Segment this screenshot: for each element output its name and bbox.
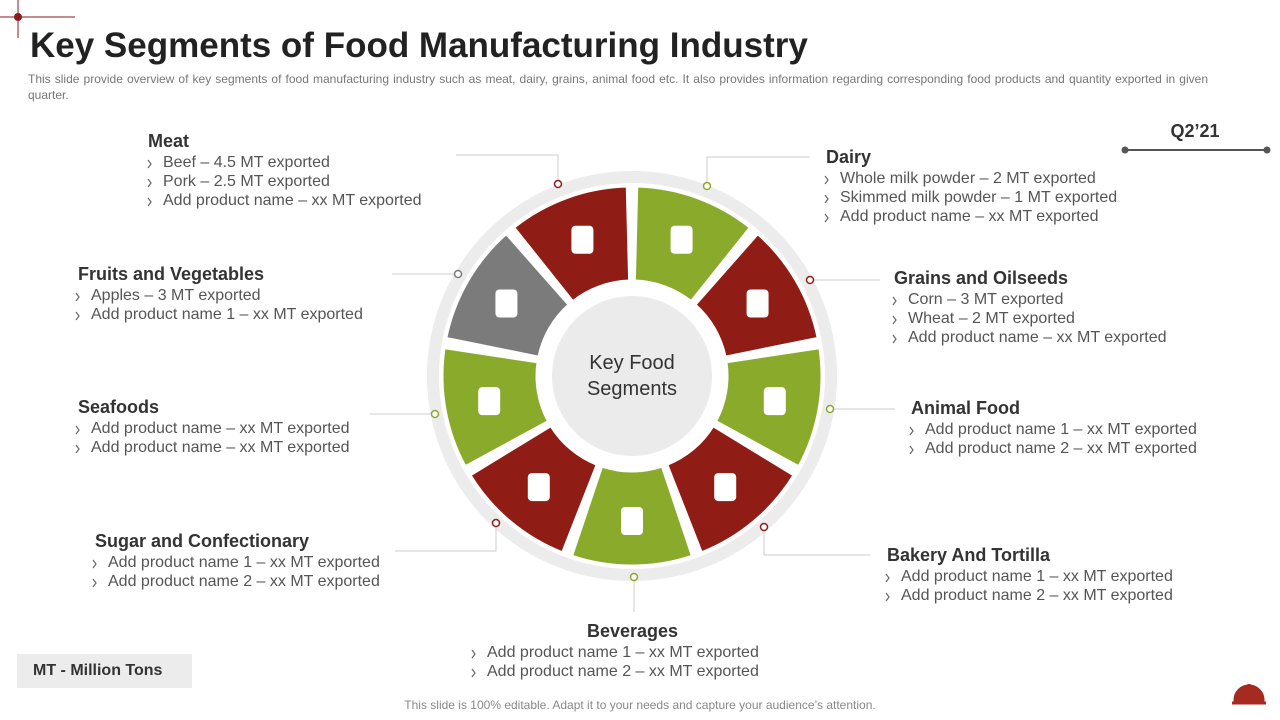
bullet	[909, 426, 914, 436]
segment-icon	[478, 387, 501, 416]
connector	[395, 523, 497, 552]
bullet	[92, 559, 97, 569]
connector-dot	[553, 179, 563, 189]
segment-name: Fruits and Vegetables	[78, 264, 265, 284]
legend-note: MT - Million Tons	[17, 654, 192, 688]
bullet	[471, 649, 476, 659]
segment-icon	[495, 289, 518, 318]
segment-item: Pork – 2.5 MT exported	[163, 173, 330, 190]
connector-dot	[453, 269, 463, 279]
connector	[456, 154, 559, 184]
bullet	[147, 159, 152, 169]
footer-note: This slide is 100% editable. Adapt it to…	[404, 698, 876, 712]
bullet	[824, 194, 829, 204]
segment-item: Add product name – xx MT exported	[91, 420, 350, 437]
connector-dot	[629, 572, 639, 582]
connector-dot	[491, 518, 501, 528]
title: Key Segments of Food Manufacturing Indus…	[30, 26, 808, 65]
quarter-dot	[1121, 146, 1129, 154]
bullet	[147, 178, 152, 188]
connector-dot	[759, 522, 769, 532]
quarter: Q2’21	[1170, 121, 1220, 141]
segment-item: Add product name 1 – xx MT exported	[91, 306, 363, 323]
bullet	[892, 334, 897, 344]
quarter-dot	[1263, 146, 1271, 154]
subtitle: This slide provide overview of key segme…	[28, 72, 1208, 102]
bullet	[471, 668, 476, 678]
segment-item: Add product name 1 – xx MT exported	[925, 421, 1197, 438]
bullet	[75, 444, 80, 454]
bullet	[885, 573, 890, 583]
segment-name: Seafoods	[78, 397, 160, 417]
connector	[706, 156, 810, 186]
segment-name: Dairy	[826, 147, 872, 167]
corner-dot	[14, 13, 22, 21]
segment-item: Add product name 1 – xx MT exported	[487, 644, 759, 661]
bullet	[892, 315, 897, 325]
connector-dot	[702, 181, 712, 191]
bullet	[75, 292, 80, 302]
segment-item: Add product name 2 – xx MT exported	[108, 573, 380, 590]
segment-icon	[527, 473, 550, 502]
segment-item: Add product name 2 – xx MT exported	[901, 587, 1173, 604]
bullet	[824, 175, 829, 185]
center-label: Key Food Segments	[586, 352, 678, 400]
logo	[1232, 684, 1266, 705]
bullet	[92, 578, 97, 588]
connector	[763, 527, 870, 556]
bullet	[75, 425, 80, 435]
segment-item: Beef – 4.5 MT exported	[163, 154, 330, 171]
segment-item: Skimmed milk powder – 1 MT exported	[840, 189, 1118, 206]
bullet	[885, 592, 890, 602]
segment-item: Add product name 1 – xx MT exported	[901, 568, 1173, 585]
segment-name: Bakery And Tortilla	[887, 545, 1051, 565]
segment-item: Add product name – xx MT exported	[91, 439, 350, 456]
segment-icon	[621, 507, 643, 535]
segment-icon	[746, 289, 769, 318]
bullet	[75, 311, 80, 321]
segment-icon	[571, 225, 594, 254]
segment-item: Corn – 3 MT exported	[908, 291, 1064, 308]
segment-item: Whole milk powder – 2 MT exported	[840, 170, 1096, 187]
connector-dot	[805, 275, 815, 285]
segment-icon	[714, 473, 737, 502]
segment-name: Sugar and Confectionary	[95, 531, 310, 551]
connector-dot	[430, 409, 440, 419]
bullet	[147, 197, 152, 207]
bullet	[892, 296, 897, 306]
segment-item: Apples – 3 MT exported	[91, 287, 261, 304]
segment-item: Add product name 1 – xx MT exported	[108, 554, 380, 571]
segment-name: Meat	[148, 131, 190, 151]
segment-item: Add product name 2 – xx MT exported	[487, 663, 759, 680]
center-circle	[552, 296, 712, 456]
segment-item: Add product name 2 – xx MT exported	[925, 440, 1197, 457]
segment-item: Wheat – 2 MT exported	[908, 310, 1075, 327]
bullet	[824, 213, 829, 223]
segment-name: Grains and Oilseeds	[894, 268, 1069, 288]
segment-name: Animal Food	[911, 398, 1020, 418]
bullet	[909, 445, 914, 455]
segment-name: Beverages	[587, 621, 679, 641]
connector-dot	[825, 404, 835, 414]
segment-item: Add product name – xx MT exported	[908, 329, 1167, 346]
segment-icon	[670, 225, 693, 254]
segment-icon	[763, 387, 786, 416]
segment-item: Add product name – xx MT exported	[840, 208, 1099, 225]
segment-item: Add product name – xx MT exported	[163, 192, 422, 209]
